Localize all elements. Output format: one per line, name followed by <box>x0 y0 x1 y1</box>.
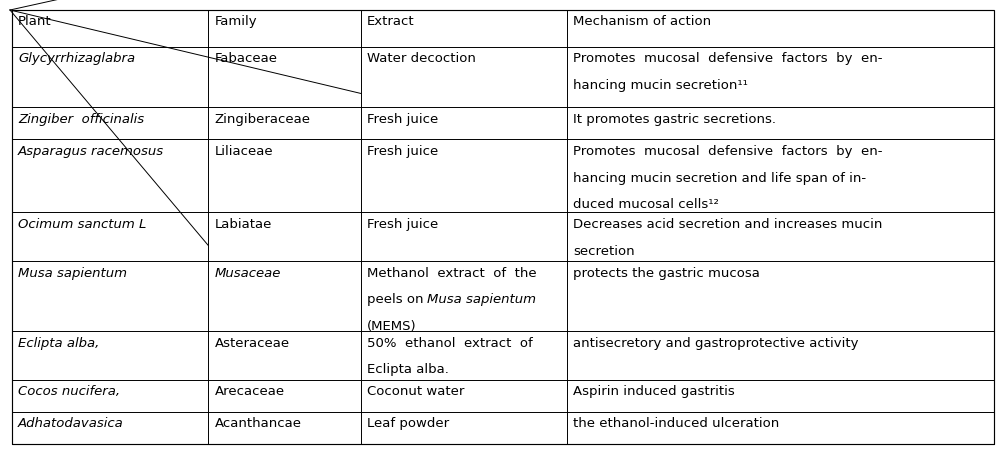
Text: 50%  ethanol  extract  of: 50% ethanol extract of <box>366 336 532 350</box>
Text: protects the gastric mucosa: protects the gastric mucosa <box>572 266 760 280</box>
Text: Cocos nucifera,: Cocos nucifera, <box>18 385 120 398</box>
Text: Family: Family <box>214 15 257 29</box>
Text: duced mucosal cells¹²: duced mucosal cells¹² <box>572 198 718 212</box>
Text: Adhatodavasica: Adhatodavasica <box>18 417 124 430</box>
Text: hancing mucin secretion¹¹: hancing mucin secretion¹¹ <box>572 79 747 92</box>
Text: Asteraceae: Asteraceae <box>214 336 290 350</box>
Text: antisecretory and gastroprotective activity: antisecretory and gastroprotective activ… <box>572 336 858 350</box>
Text: peels on: peels on <box>366 293 428 306</box>
Text: Leaf powder: Leaf powder <box>366 417 449 430</box>
Text: Fresh juice: Fresh juice <box>366 145 438 158</box>
Text: (MEMS): (MEMS) <box>366 320 416 333</box>
Text: Extract: Extract <box>366 15 414 29</box>
Text: Fresh juice: Fresh juice <box>366 218 438 231</box>
Text: Glycyrrhizaglabra: Glycyrrhizaglabra <box>18 53 135 65</box>
Text: Liliaceae: Liliaceae <box>214 145 273 158</box>
Text: Musaceae: Musaceae <box>214 266 281 280</box>
Text: Acanthancae: Acanthancae <box>214 417 302 430</box>
Text: Eclipta alba.: Eclipta alba. <box>366 363 449 376</box>
Text: Musa sapientum: Musa sapientum <box>18 266 127 280</box>
Text: secretion: secretion <box>572 245 635 257</box>
Text: Decreases acid secretion and increases mucin: Decreases acid secretion and increases m… <box>572 218 882 231</box>
Text: Fresh juice: Fresh juice <box>366 113 438 126</box>
Text: the ethanol-induced ulceration: the ethanol-induced ulceration <box>572 417 779 430</box>
Text: Zingiber  officinalis: Zingiber officinalis <box>18 113 144 126</box>
Text: Water decoction: Water decoction <box>366 53 476 65</box>
Text: hancing mucin secretion and life span of in-: hancing mucin secretion and life span of… <box>572 172 866 185</box>
Text: Mechanism of action: Mechanism of action <box>572 15 711 29</box>
Text: Methanol  extract  of  the: Methanol extract of the <box>366 266 536 280</box>
Text: Labiatae: Labiatae <box>214 218 272 231</box>
Text: Ocimum sanctum L: Ocimum sanctum L <box>18 218 147 231</box>
Text: Arecaceae: Arecaceae <box>214 385 285 398</box>
Text: Asparagus racemosus: Asparagus racemosus <box>18 145 164 158</box>
Text: Promotes  mucosal  defensive  factors  by  en-: Promotes mucosal defensive factors by en… <box>572 53 882 65</box>
Text: Musa sapientum: Musa sapientum <box>428 293 536 306</box>
Text: Eclipta alba,: Eclipta alba, <box>18 336 100 350</box>
Text: Fabaceae: Fabaceae <box>214 53 278 65</box>
Text: Zingiberaceae: Zingiberaceae <box>214 113 311 126</box>
Text: Aspirin induced gastritis: Aspirin induced gastritis <box>572 385 734 398</box>
Text: It promotes gastric secretions.: It promotes gastric secretions. <box>572 113 776 126</box>
Text: Plant: Plant <box>18 15 51 29</box>
Text: Promotes  mucosal  defensive  factors  by  en-: Promotes mucosal defensive factors by en… <box>572 145 882 158</box>
Text: Coconut water: Coconut water <box>366 385 464 398</box>
